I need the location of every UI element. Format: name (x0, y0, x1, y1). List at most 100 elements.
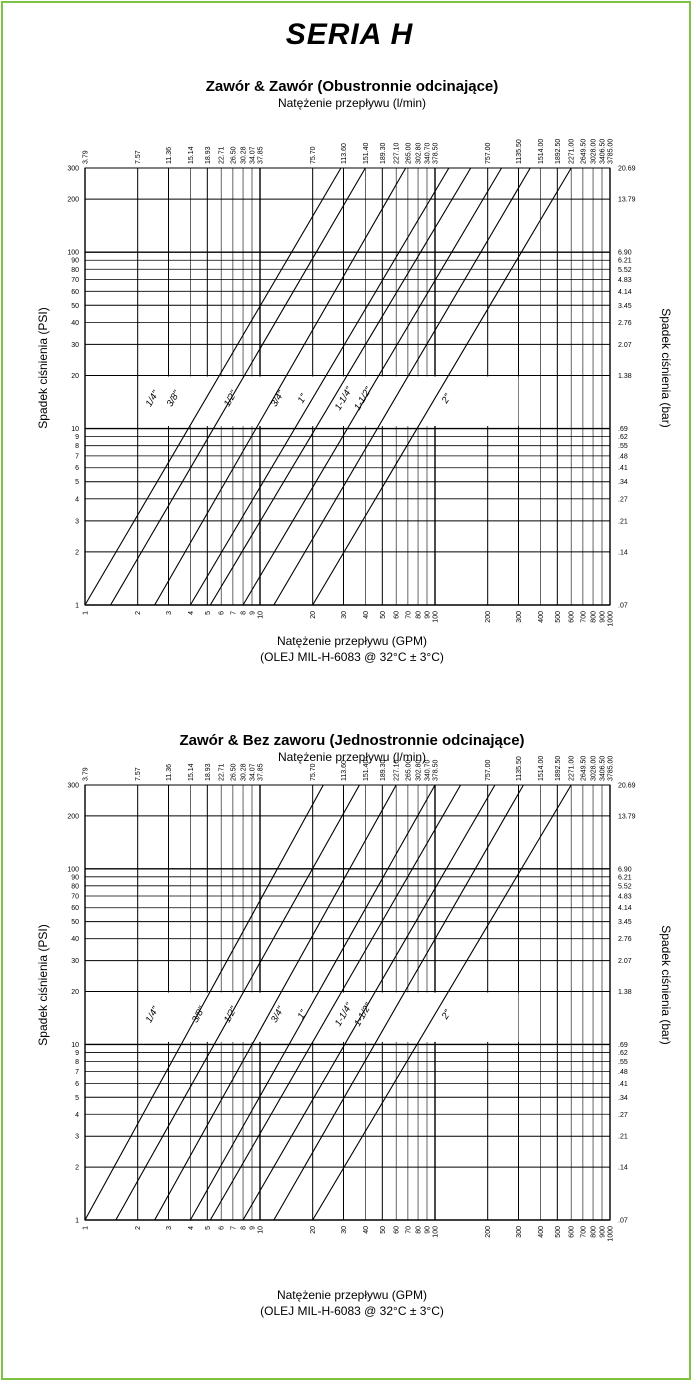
y-axis-title: Spadek ciśnienia (PSI) (36, 924, 50, 1045)
x-tick-label: 7 (230, 1226, 237, 1230)
y-right-tick-label: .48 (618, 453, 628, 460)
x-tick-label: 500 (555, 1226, 562, 1238)
x-tick-label: 400 (538, 1226, 545, 1238)
x-tick-label: 60 (394, 611, 401, 619)
x-tick-label: 200 (485, 1226, 492, 1238)
y-right-tick-label: 5.52 (618, 267, 632, 274)
x-tick-label: 300 (516, 1226, 523, 1238)
y-right-tick-label: 2.76 (618, 936, 632, 943)
x-top-tick-label: 340.70 (424, 142, 431, 164)
x-tick-label: 5 (205, 611, 212, 615)
x-axis-title: Natężenie przepływu (GPM) (277, 634, 427, 648)
x-tick-label: 40 (363, 1226, 370, 1234)
y-tick-label: 60 (71, 289, 79, 296)
x-top-tick-label: 37.85 (258, 763, 265, 781)
x-tick-label: 600 (569, 1226, 576, 1238)
series-line (242, 784, 496, 1221)
x-tick-label: 1 (83, 1226, 90, 1230)
y-tick-label: 60 (71, 905, 79, 912)
y-tick-label: 2 (75, 549, 79, 556)
x-tick-label: 600 (569, 611, 576, 623)
x-tick-label: 30 (341, 1226, 348, 1234)
x-top-tick-label: 34.07 (249, 763, 256, 781)
y-tick-label: 40 (71, 936, 79, 943)
y-tick-label: 80 (71, 883, 79, 890)
x-tick-label: 70 (405, 1226, 412, 1234)
x-top-tick-label: 113.60 (341, 760, 348, 781)
x-top-tick-label: 1135.50 (516, 139, 523, 164)
x-top-tick-label: 265.00 (405, 759, 412, 781)
x-top-tick-label: 3406.50 (599, 139, 606, 164)
y-right-tick-label: .62 (618, 434, 628, 441)
x-top-tick-label: 227.10 (394, 142, 401, 164)
x-top-tick-label: 15.14 (188, 146, 195, 164)
x-top-tick-label: 75.70 (310, 146, 317, 164)
x-top-tick-label: 757.00 (485, 759, 492, 781)
chart-title: Zawór & Bez zaworu (Jednostronnie odcina… (179, 732, 524, 749)
x-tick-label: 60 (394, 1226, 401, 1234)
x-top-tick-label: 18.93 (205, 146, 212, 164)
y-tick-label: 90 (71, 258, 79, 265)
series-line (273, 784, 524, 1221)
y-tick-label: 50 (71, 303, 79, 310)
x-tick-label: 90 (424, 611, 431, 619)
x-tick-label: 700 (580, 1226, 587, 1238)
y-tick-label: 20 (71, 373, 79, 380)
x-top-tick-label: 15.14 (188, 763, 195, 781)
y-tick-label: 10 (71, 1042, 79, 1049)
x-tick-label: 40 (363, 611, 370, 619)
y-tick-label: 6 (75, 465, 79, 472)
x-tick-label: 4 (188, 611, 195, 615)
y-tick-label: 30 (71, 958, 79, 965)
x-top-tick-label: 757.00 (485, 142, 492, 164)
series-line (273, 167, 531, 606)
y-tick-label: 70 (71, 893, 79, 900)
x-tick-label: 400 (538, 611, 545, 623)
y-right-tick-label: 5.52 (618, 883, 632, 890)
y-right-tick-label: .27 (618, 496, 628, 503)
x-top-tick-label: 7.57 (135, 767, 142, 781)
x-tick-label: 1000 (608, 1226, 615, 1242)
y2-axis-title: Spadek ciśnienia (bar) (659, 925, 673, 1044)
top-axis-title: Natężenie przepływu (l/min) (278, 750, 426, 764)
y-tick-label: 200 (67, 197, 79, 204)
x-top-tick-label: 2649.50 (580, 756, 587, 781)
x-tick-label: 100 (433, 611, 440, 623)
y-right-tick-label: 4.83 (618, 893, 632, 900)
x-tick-label: 3 (166, 1226, 173, 1230)
x-tick-label: 4 (188, 1226, 195, 1230)
y-right-tick-label: .48 (618, 1069, 628, 1076)
x-top-tick-label: 189.30 (380, 142, 387, 164)
series-line (84, 784, 324, 1221)
x-top-tick-label: 22.71 (219, 146, 226, 164)
x-tick-label: 6 (219, 1226, 226, 1230)
x-top-tick-label: 3.79 (83, 767, 90, 781)
x-top-tick-label: 1514.00 (538, 756, 545, 781)
x-tick-label: 2 (135, 1226, 142, 1230)
y-tick-label: 200 (67, 813, 79, 820)
y-tick-label: 1 (75, 603, 79, 610)
x-top-tick-label: 26.50 (230, 146, 237, 164)
series-line (209, 167, 472, 606)
x-tick-label: 90 (424, 1226, 431, 1234)
x-top-tick-label: 2649.50 (580, 139, 587, 164)
y-tick-label: 4 (75, 1112, 79, 1119)
x-top-tick-label: 151.40 (363, 759, 370, 781)
y-axis-title: Spadek ciśnienia (PSI) (36, 307, 50, 428)
y-right-tick-label: .34 (618, 1095, 628, 1102)
x-tick-label: 2 (135, 611, 142, 615)
series-line (110, 167, 366, 606)
x-tick-label: 800 (591, 1226, 598, 1238)
x-tick-label: 700 (580, 611, 587, 623)
y-right-tick-label: 1.38 (618, 989, 632, 996)
y-tick-label: 9 (75, 1050, 79, 1057)
y-tick-label: 1 (75, 1218, 79, 1225)
x-top-tick-label: 7.57 (135, 150, 142, 164)
series-line (189, 784, 436, 1221)
y-tick-label: 10 (71, 426, 79, 433)
x-top-tick-label: 2271.00 (569, 139, 576, 164)
x-tick-label: 80 (416, 611, 423, 619)
x-tick-label: 100 (433, 1226, 440, 1238)
y-tick-label: 8 (75, 443, 79, 450)
